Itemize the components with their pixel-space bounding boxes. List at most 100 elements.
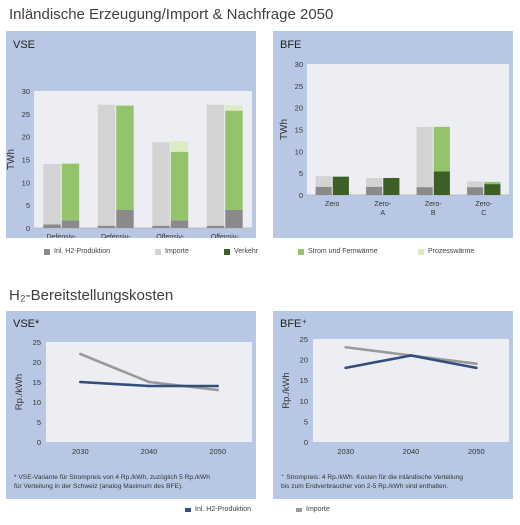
bar-supply-importe-3 <box>416 126 433 188</box>
chart-title: BFE⁺ <box>280 318 307 330</box>
bar-demand-strom-und-fernw-rme-4 <box>225 110 243 210</box>
y-tick-label: 15 <box>295 126 303 135</box>
bar-demand-strom-und-fernw-rme-3 <box>170 151 189 221</box>
point-inl-h2-produktion-2040 <box>147 384 151 388</box>
point-inl-h2-produktion-2040 <box>409 354 413 357</box>
bar-supply-inl-h2-produktion-3 <box>152 225 170 228</box>
chart-title: BFE <box>280 39 301 51</box>
y-tick-label: 30 <box>22 87 30 96</box>
bar-supply-inl-h2-produktion-4 <box>206 225 225 228</box>
legend-label: Importe <box>165 248 189 255</box>
x-tick-label: C <box>481 210 486 217</box>
y-tick-label: 0 <box>304 438 308 447</box>
y-tick-label: 10 <box>22 178 30 187</box>
y-tick-label: 0 <box>26 224 30 233</box>
legend-bottom: Inl. H2-Produktion Importe <box>0 506 520 520</box>
legend-item-importe: Importe <box>296 506 330 513</box>
panel-vse-bar: VSETWh051015202530Defensiv-isoliertDefen… <box>6 31 256 238</box>
y-tick-label: 25 <box>300 335 308 344</box>
bar-supply-inl-h2-produktion-4 <box>467 187 484 195</box>
bar-demand-verkehr-3 <box>433 171 450 195</box>
point-importe-2050 <box>475 362 478 366</box>
point-inl-h2-produktion-2050 <box>216 384 219 388</box>
y-tick-label: 20 <box>33 358 41 367</box>
bar-supply-importe-2 <box>366 177 383 187</box>
legend-label: Inl. H2-Produktion <box>54 248 111 255</box>
legend-swatch <box>224 248 230 255</box>
y-tick-label: 5 <box>304 417 308 426</box>
legend-top: Inl. H2-Produktion Importe Verkehr Strom un… <box>0 248 520 262</box>
bar-supply-importe-1 <box>315 176 332 187</box>
bar-demand-verkehr-1 <box>332 176 349 195</box>
bar-chart-svg: BFE TWh 0 5 10 15 20 25 30 Zero Zero- A Zero- B Zero- C <box>273 31 513 238</box>
line-chart-svg: BFE⁺ Rp./kWh 0 5 10 15 20 25 2030 2040 2050 ⁺ Strom… <box>273 311 513 499</box>
legend-swatch <box>296 507 302 512</box>
bar-chart-svg: VSETWh051015202530Defensiv-isoliertDefen… <box>6 31 256 238</box>
legend-label: Verkehr <box>234 248 259 255</box>
y-tick-label: 5 <box>299 169 303 178</box>
point-inl-h2-produktion-2050 <box>475 366 478 370</box>
point-importe-2030 <box>79 352 82 356</box>
bar-supply-importe-4 <box>467 181 484 188</box>
x-tick-label: 2030 <box>337 447 354 456</box>
bar-supply-inl-h2-produktion-3 <box>416 187 433 195</box>
bar-supply-importe-4 <box>206 104 225 226</box>
legend-item-inl-h2-produktion: Inl. H2-Produktion <box>185 506 251 513</box>
y-tick-label: 20 <box>300 356 308 365</box>
legend-swatch <box>155 248 161 255</box>
y-tick-label: 5 <box>37 418 41 427</box>
plot-area <box>307 64 509 195</box>
footnote-line: bis zum Endverbraucher von 2-5 Rp./kWh s… <box>281 483 448 490</box>
bar-demand-prozessw-rme-4 <box>225 105 243 111</box>
y-axis-label: TWh <box>279 119 290 140</box>
y-tick-label: 25 <box>22 110 30 119</box>
plot-area <box>46 342 252 442</box>
legend-swatch <box>418 248 424 255</box>
x-tick-label: Zero <box>325 201 340 208</box>
legend-swatch <box>185 507 191 512</box>
legend-label: Strom und Fernwärme <box>308 248 378 255</box>
bar-demand-strom-und-fernw-rme-1 <box>61 163 80 221</box>
bar-demand-inl-h2-produktion-2 <box>116 209 134 228</box>
legend-item-inl-h2-produktion: Inl. H2-Produktion <box>44 248 110 255</box>
y-tick-label: 25 <box>295 82 303 91</box>
y-tick-label: 10 <box>300 397 308 406</box>
y-tick-label: 30 <box>295 60 303 69</box>
legend-item-prozessw-rme: Prozesswärme <box>418 248 474 255</box>
bar-supply-importe-3 <box>152 142 170 226</box>
chart-title: VSE <box>13 39 35 51</box>
y-tick-label: 0 <box>299 191 303 200</box>
bar-demand-inl-h2-produktion-3 <box>170 220 189 228</box>
chart-title: VSE* <box>13 318 40 330</box>
x-tick-label: Defensiv- <box>101 234 131 238</box>
x-tick-label: 2040 <box>141 447 158 456</box>
y-axis-label: Rp./kWh <box>14 374 25 410</box>
legend-label: Prozesswärme <box>428 248 475 255</box>
point-importe-2030 <box>344 345 347 349</box>
y-tick-label: 10 <box>33 398 41 407</box>
y-tick-label: 20 <box>22 133 30 142</box>
x-tick-label: 2050 <box>209 447 226 456</box>
y-tick-label: 15 <box>33 378 41 387</box>
x-tick-label: Defensiv- <box>46 234 76 238</box>
y-tick-label: 10 <box>295 147 303 156</box>
bar-supply-inl-h2-produktion-1 <box>315 186 332 195</box>
y-tick-label: 0 <box>37 438 41 447</box>
bar-demand-prozessw-rme-3 <box>170 141 189 152</box>
x-tick-label: Offensiv- <box>156 234 185 238</box>
legend-label: Importe <box>306 506 330 513</box>
x-tick-label: Zero- <box>425 201 442 208</box>
bar-demand-inl-h2-produktion-1 <box>61 220 80 228</box>
footnote-line: ⁺ Strompreis: 4 Rp./kWh. Kosten für die … <box>281 474 463 481</box>
point-importe-2050 <box>216 388 219 392</box>
panel-vse-line: VSE* Rp./kWh 0 5 10 15 20 25 2030 2040 2050 * VSE-V… <box>6 311 256 499</box>
bar-demand-verkehr-2 <box>383 177 400 195</box>
bottom-section-title: H₂-Bereitstellungskosten <box>9 287 174 304</box>
x-tick-label: Zero- <box>475 201 492 208</box>
y-tick-label: 5 <box>26 201 30 210</box>
y-tick-label: 15 <box>300 376 308 385</box>
x-tick-label: Zero- <box>374 201 391 208</box>
top-section-title: Inländische Erzeugung/Import & Nachfrage… <box>9 6 334 23</box>
legend-swatch <box>298 248 304 255</box>
legend-item-importe: Importe <box>155 248 189 255</box>
